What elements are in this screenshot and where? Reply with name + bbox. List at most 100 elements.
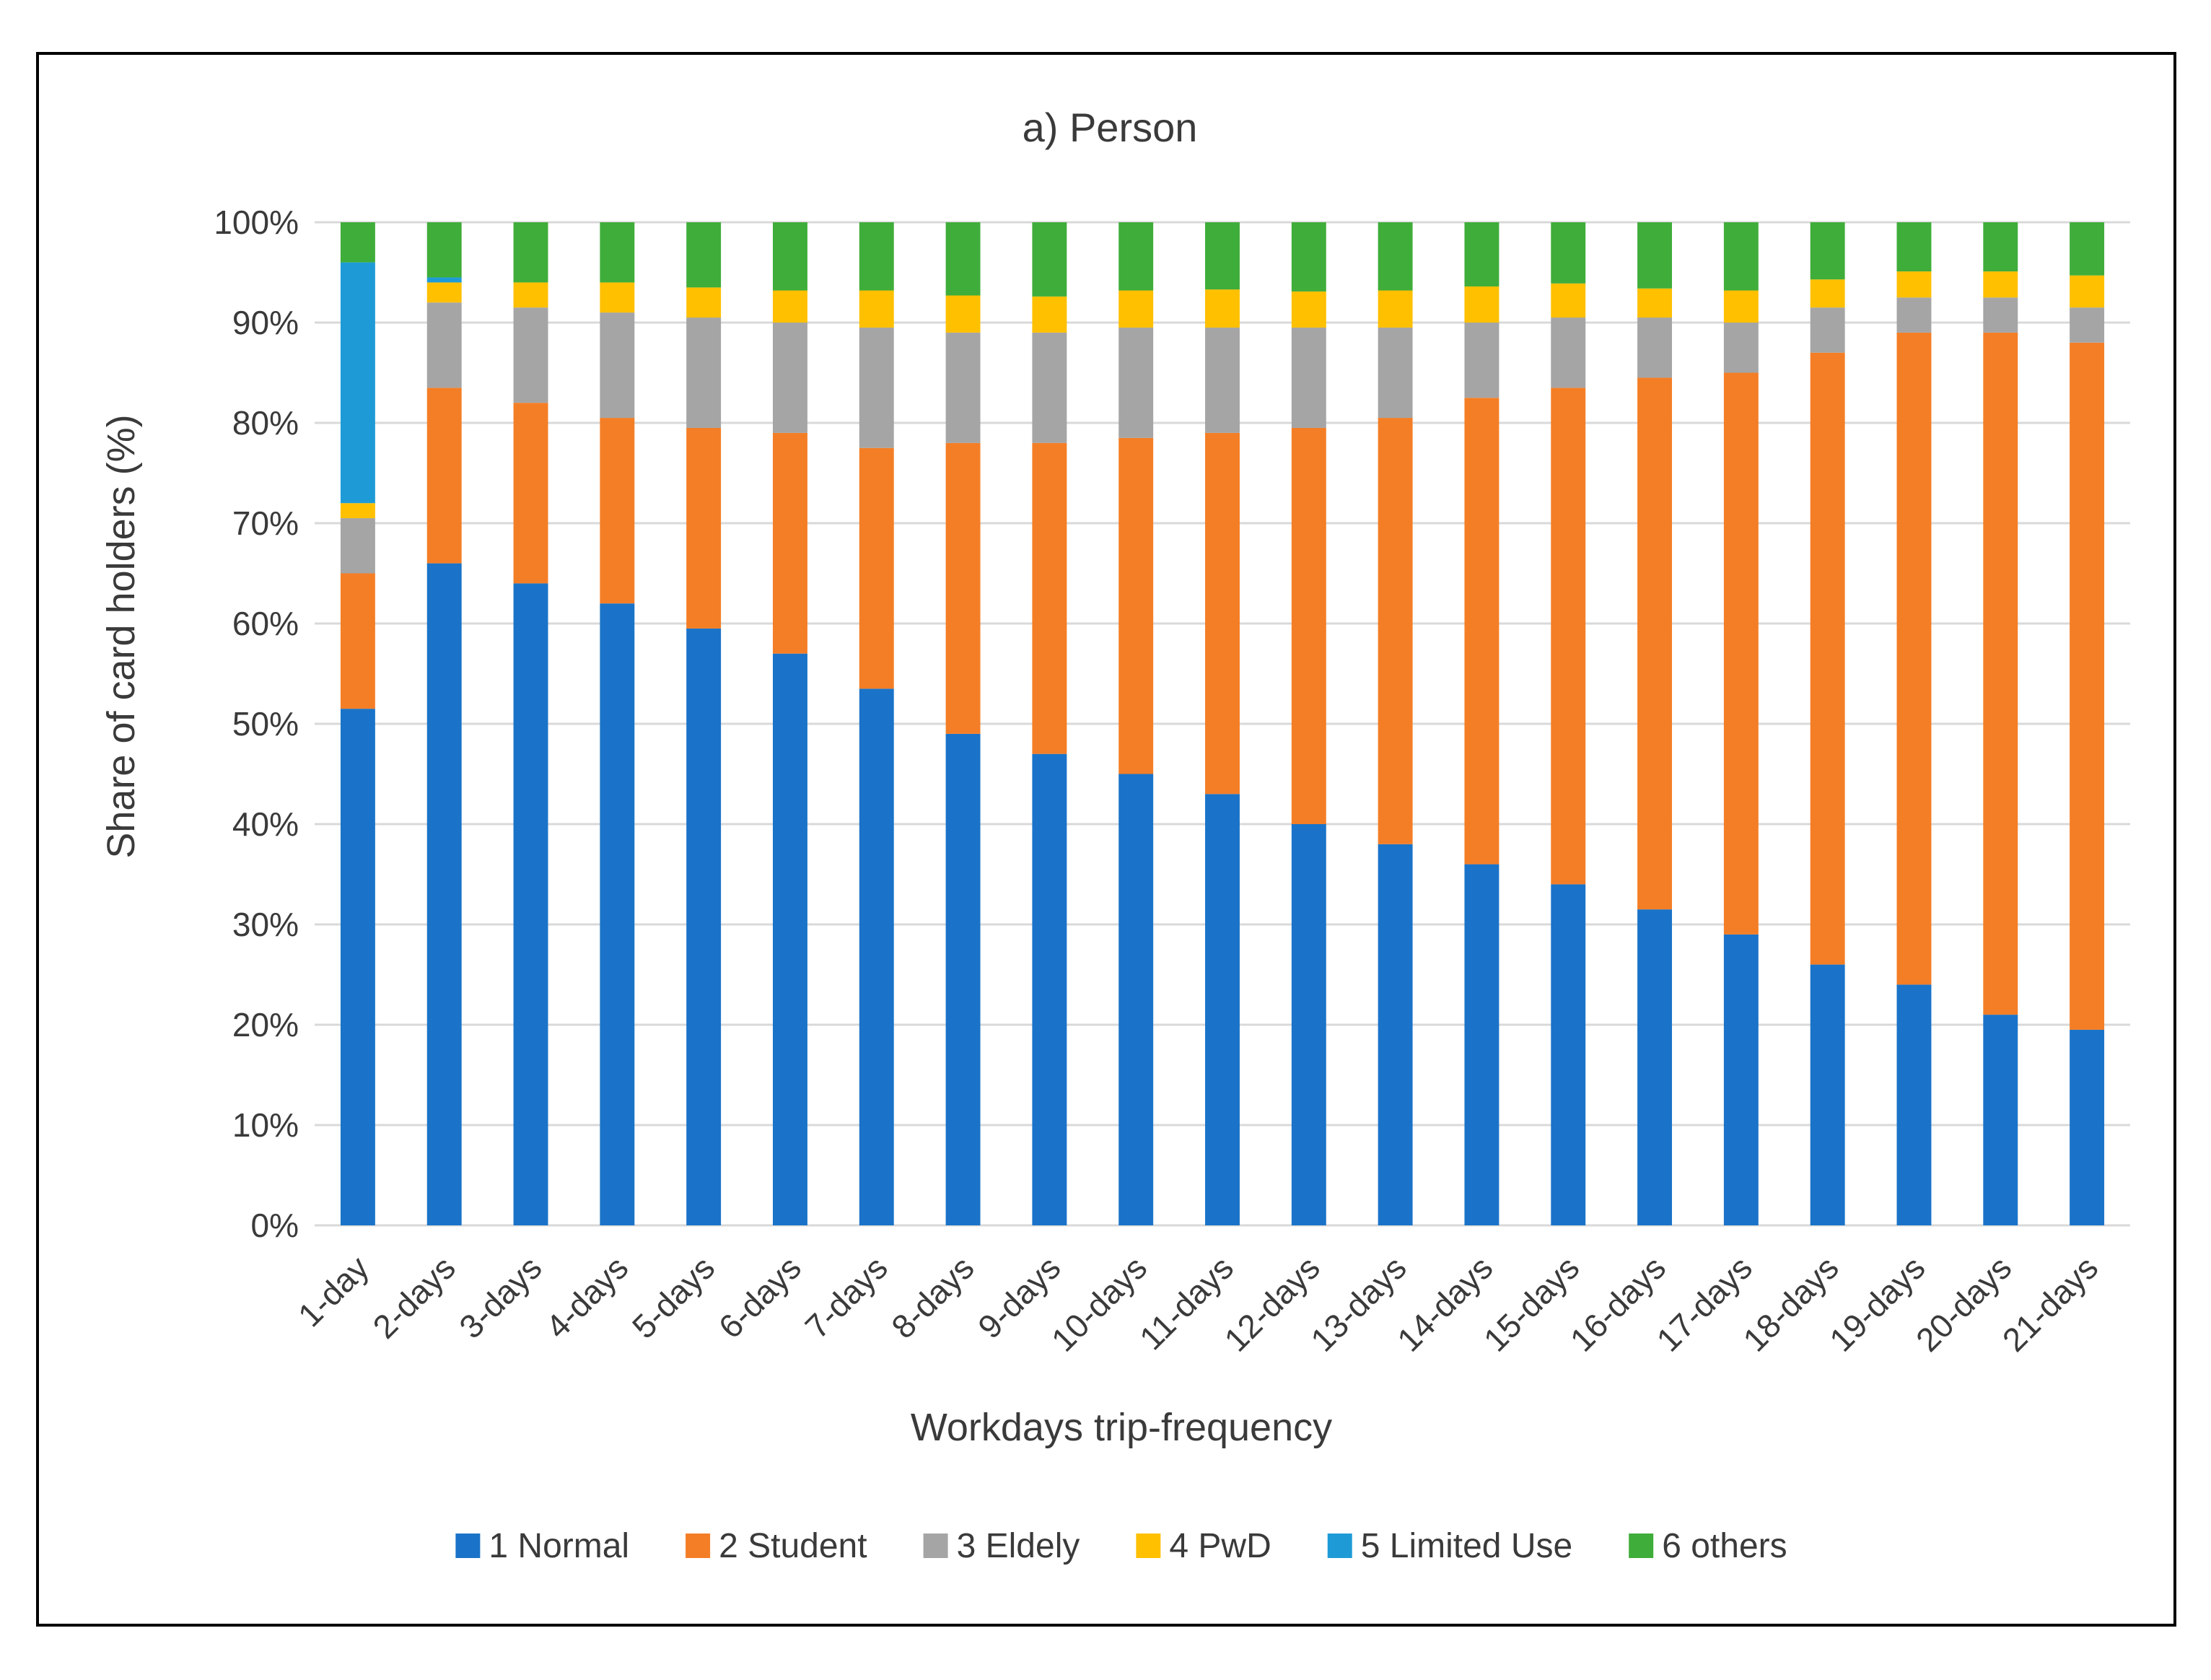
- bar-segment: [1464, 864, 1499, 1225]
- bar-segment: [513, 583, 548, 1225]
- y-tick-label: 30%: [232, 906, 299, 943]
- bar-segment: [1723, 290, 1759, 323]
- bar-segment: [1378, 290, 1413, 328]
- bar-segment: [1810, 964, 1845, 1225]
- bar-segment: [1205, 327, 1240, 433]
- bar-segment: [1291, 291, 1326, 328]
- chart-title: a) Person: [1023, 105, 1198, 150]
- bar-segment: [1637, 222, 1673, 289]
- bar-segment: [1118, 222, 1154, 291]
- x-tick-label: 6-days: [712, 1248, 808, 1345]
- legend-swatch: [1136, 1534, 1161, 1558]
- bar-segment: [340, 518, 375, 574]
- x-tick-label: 15-days: [1476, 1248, 1586, 1358]
- x-tick-label: 19-days: [1822, 1248, 1932, 1358]
- bar-segment: [1118, 290, 1154, 328]
- bar-segment: [1032, 332, 1067, 443]
- bar-segment: [1723, 222, 1759, 291]
- bar-segment: [1896, 222, 1932, 272]
- bar-segment: [859, 290, 894, 328]
- x-axis-label: Workdays trip-frequency: [911, 1406, 1332, 1449]
- legend-item: 3 Eldely: [923, 1527, 1080, 1565]
- bar-segment: [600, 312, 635, 419]
- bar-segment: [1464, 398, 1499, 865]
- x-tick-label: 5-days: [625, 1248, 722, 1345]
- bar-segment: [1032, 442, 1067, 754]
- bar-segment: [772, 432, 807, 654]
- bar-segment: [1637, 377, 1673, 910]
- x-tick-label: 12-days: [1217, 1248, 1326, 1358]
- bar-segment: [1378, 327, 1413, 419]
- bar-segment: [772, 290, 807, 323]
- bar-segment: [340, 503, 375, 519]
- x-tick-label: 11-days: [1132, 1248, 1240, 1357]
- bar-segment: [1205, 432, 1240, 795]
- bar-segment: [859, 222, 894, 291]
- bar-segment: [945, 733, 981, 1225]
- bar-segment: [1810, 352, 1845, 965]
- bar-segment: [945, 442, 981, 734]
- bar-segment: [1032, 296, 1067, 333]
- bar-segment: [426, 282, 462, 303]
- bar-segment: [513, 222, 548, 283]
- bar-segment: [1464, 323, 1499, 398]
- bar-segment: [2070, 1029, 2105, 1225]
- legend: 1 Normal 2 Student 3 Eldely 4 PwD 5 Limited …: [455, 1527, 1787, 1565]
- x-tick-label: 4-days: [538, 1248, 635, 1345]
- bar-segment: [426, 563, 462, 1225]
- bar-segment: [1983, 332, 2018, 1015]
- legend-label: 2 Student: [719, 1527, 867, 1565]
- bar-segment: [1551, 283, 1586, 318]
- bar-segment: [340, 573, 375, 709]
- y-tick-label: 40%: [232, 805, 299, 843]
- bar-segment: [513, 282, 548, 308]
- y-tick-label: 50%: [232, 705, 299, 743]
- bar-segment: [772, 222, 807, 291]
- bar-segment: [1118, 774, 1154, 1225]
- bar-segment: [945, 222, 981, 296]
- bar-segment: [2070, 222, 2105, 276]
- bar-segment: [1205, 222, 1240, 290]
- bar-segment: [1810, 307, 1845, 353]
- bar-segment: [600, 282, 635, 313]
- bar-segment: [1637, 288, 1673, 318]
- legend-label: 1 Normal: [489, 1527, 629, 1565]
- bar-segment: [426, 277, 462, 283]
- bar-segment: [1551, 388, 1586, 885]
- legend-item: 2 Student: [686, 1527, 867, 1565]
- y-tick-label: 20%: [232, 1006, 299, 1044]
- bar-segment: [1723, 934, 1759, 1225]
- x-tick-label: 21-days: [1995, 1248, 2105, 1358]
- y-axis-ticks: 0% 10% 20% 30% 40% 50% 60% 70% 80% 90% 100%: [214, 204, 299, 1244]
- bar-segment: [1118, 437, 1154, 774]
- bar-segment: [1551, 318, 1586, 388]
- bar-segment: [1378, 418, 1413, 844]
- bar-segment: [2070, 275, 2105, 308]
- legend-swatch: [686, 1534, 711, 1558]
- legend-label: 4 PwD: [1169, 1527, 1271, 1565]
- x-tick-label: 20-days: [1909, 1248, 2018, 1358]
- x-tick-label: 2-days: [365, 1248, 462, 1345]
- bar-segment: [1205, 794, 1240, 1225]
- bar-segment: [1896, 332, 1932, 985]
- bar-segment: [1896, 271, 1932, 298]
- bar-segment: [686, 628, 722, 1225]
- bar-segment: [1983, 1015, 2018, 1225]
- bar-segment: [686, 222, 722, 288]
- bar-segment: [1637, 909, 1673, 1225]
- bar-segment: [686, 318, 722, 428]
- bar-segment: [1896, 984, 1932, 1225]
- bar-segment: [1551, 884, 1586, 1225]
- bar-segment: [1810, 222, 1845, 280]
- bar-segment: [600, 603, 635, 1225]
- bar-segment: [1896, 297, 1932, 333]
- y-tick-label: 0%: [251, 1207, 299, 1244]
- bar-segment: [1291, 824, 1326, 1225]
- x-tick-label: 8-days: [884, 1248, 981, 1345]
- bar-segment: [1983, 297, 2018, 333]
- x-tick-label: 7-days: [797, 1248, 894, 1345]
- bar-segment: [426, 222, 462, 278]
- bar-segment: [1723, 372, 1759, 935]
- y-tick-label: 60%: [232, 605, 299, 642]
- chart-frame: a) Person 0% 10% 20% 30% 40% 50% 60% 70% 80% 90% 1…: [36, 52, 2176, 1627]
